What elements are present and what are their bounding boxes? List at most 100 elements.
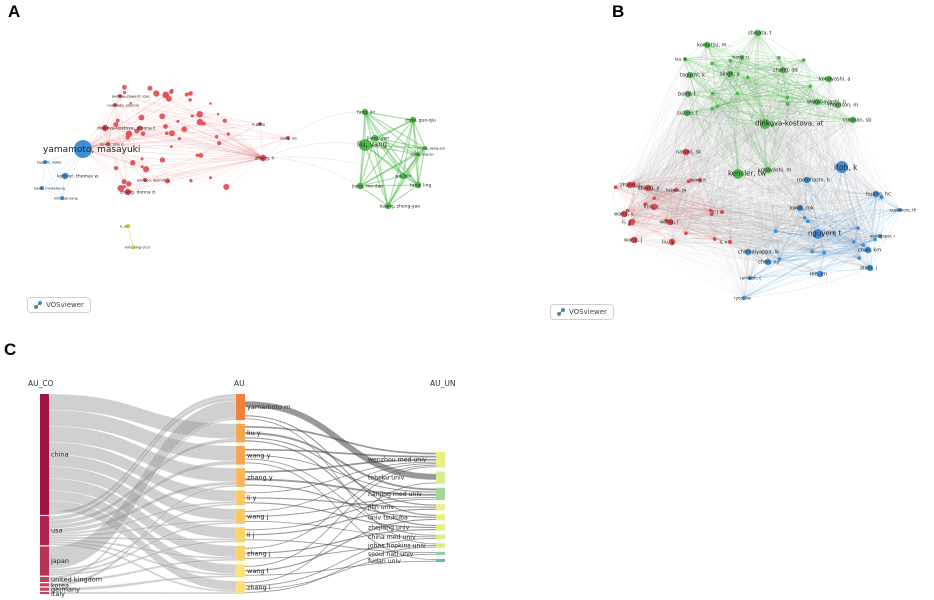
network-link <box>711 63 860 259</box>
network-link <box>710 210 749 253</box>
network-link <box>721 211 745 299</box>
network-link <box>747 77 766 125</box>
network-link <box>699 179 877 195</box>
network-link <box>684 58 801 209</box>
network-link <box>779 221 809 260</box>
network-link <box>710 210 864 246</box>
network-link <box>671 241 769 263</box>
network-link <box>819 166 843 275</box>
network-link <box>729 73 864 246</box>
network-node <box>832 230 837 235</box>
network-link <box>785 97 801 209</box>
network-link <box>629 181 689 186</box>
network-link <box>627 73 731 211</box>
network-link <box>199 114 264 159</box>
network-link <box>107 95 121 145</box>
network-link <box>729 169 769 243</box>
network-node <box>849 116 857 124</box>
network-link <box>767 179 808 263</box>
network-link <box>747 57 779 78</box>
network-link <box>685 73 731 153</box>
network-link <box>647 187 869 251</box>
network-link <box>647 187 769 263</box>
network-link <box>686 101 818 114</box>
sankey-node-label: li y <box>247 494 257 502</box>
network-link <box>359 175 404 187</box>
node-label: alam, j <box>860 266 877 272</box>
network-link <box>711 214 731 243</box>
network-link <box>714 217 805 240</box>
network-link <box>711 123 766 215</box>
network-link <box>706 44 773 126</box>
network-link <box>772 125 877 195</box>
node-label: taguchi, keiko <box>37 161 61 165</box>
network-link <box>647 187 813 252</box>
network-link <box>623 93 689 215</box>
network-link <box>633 185 751 279</box>
network-link <box>714 238 780 260</box>
network-link <box>721 60 731 213</box>
network-link <box>627 106 718 211</box>
network-node <box>873 237 877 242</box>
network-link <box>684 58 882 198</box>
network-link <box>778 57 864 246</box>
network-link <box>767 249 825 263</box>
network-link <box>359 185 389 207</box>
network-link <box>721 208 901 213</box>
network-link <box>615 74 691 188</box>
network-link <box>782 69 821 275</box>
network-link <box>765 120 835 233</box>
network-link <box>775 231 876 240</box>
network-link <box>717 106 776 232</box>
network-link <box>689 74 780 260</box>
network-node <box>710 107 714 111</box>
sankey-flow <box>244 518 437 572</box>
network-link <box>689 74 739 175</box>
network-link <box>778 57 854 242</box>
node-label: wakabayashi, n <box>807 100 846 106</box>
network-link <box>627 103 788 211</box>
network-link <box>787 103 859 229</box>
network-link <box>775 231 871 269</box>
node-label: cuadrado, antonio <box>107 104 139 108</box>
network-link <box>653 206 749 253</box>
network-link <box>653 74 691 208</box>
sankey-flow <box>244 466 437 567</box>
network-link <box>633 239 813 252</box>
network-link <box>82 142 220 150</box>
network-link <box>623 213 769 263</box>
network-link <box>828 78 876 240</box>
network-link <box>629 77 748 186</box>
network-link <box>685 151 854 242</box>
network-link <box>647 187 805 218</box>
node-label: chan, km <box>858 248 881 254</box>
network-link <box>712 93 859 229</box>
network-link <box>633 119 854 186</box>
node-label: kwak, minkyoung <box>34 187 65 191</box>
network-link <box>647 93 738 189</box>
network-link <box>688 181 901 211</box>
network-link <box>828 78 869 251</box>
network-link <box>703 44 712 215</box>
network-link <box>819 227 859 275</box>
network-link <box>633 63 713 184</box>
network-link <box>645 166 843 205</box>
network-link <box>711 214 835 233</box>
network-link <box>737 119 854 175</box>
network-link <box>645 151 687 205</box>
network-link <box>747 193 877 253</box>
network-node <box>209 102 212 105</box>
network-link <box>710 123 766 211</box>
sankey-flow <box>244 463 437 512</box>
network-link <box>712 63 811 87</box>
network-link <box>685 59 804 234</box>
panel-c-letter: C <box>4 340 17 359</box>
network-node <box>125 135 130 140</box>
network-link <box>633 183 825 253</box>
network-link <box>633 32 759 184</box>
network-link <box>778 57 825 253</box>
network-link <box>765 69 784 122</box>
node-label: komatsu, m <box>697 43 727 49</box>
node-label: suzuki, t <box>677 111 698 117</box>
network-link <box>631 221 808 227</box>
